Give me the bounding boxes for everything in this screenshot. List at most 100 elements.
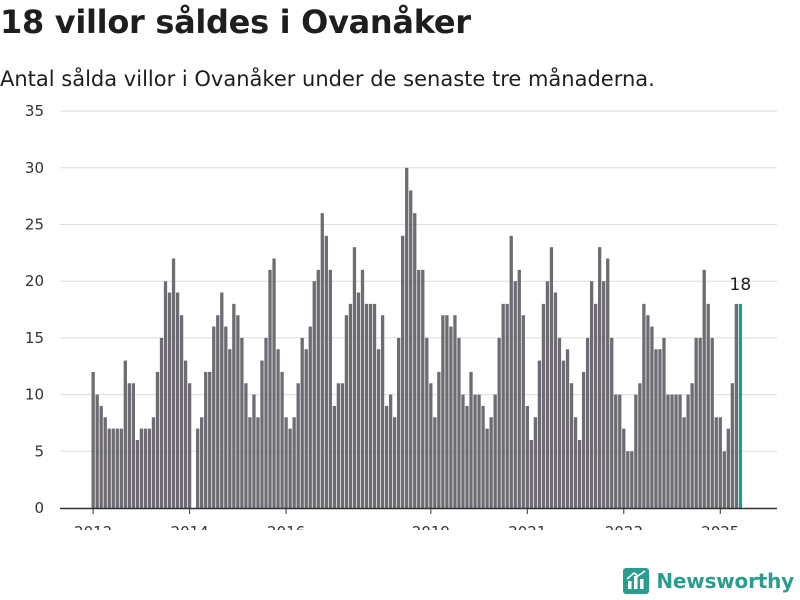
chart-title: 18 villor såldes i Ovanåker bbox=[0, 3, 471, 41]
bar bbox=[690, 383, 694, 508]
bar bbox=[425, 337, 429, 508]
bar bbox=[115, 428, 119, 508]
bar bbox=[111, 428, 115, 508]
bar bbox=[332, 405, 336, 508]
bar bbox=[561, 360, 566, 508]
bar bbox=[316, 269, 320, 508]
bar bbox=[212, 326, 216, 508]
bar bbox=[91, 371, 95, 508]
bar bbox=[324, 235, 328, 508]
bar bbox=[545, 281, 550, 508]
data-labels: 18 bbox=[730, 275, 752, 295]
highlight-data-label: 18 bbox=[730, 275, 752, 295]
bar bbox=[232, 303, 236, 508]
y-tick-label: 0 bbox=[34, 499, 44, 517]
bar bbox=[714, 417, 718, 508]
bar bbox=[477, 394, 481, 508]
bar bbox=[577, 439, 582, 508]
bar bbox=[453, 315, 457, 508]
x-tick-label: 2012 bbox=[74, 523, 112, 530]
x-tick-label: 2023 bbox=[605, 523, 643, 530]
bar bbox=[328, 269, 332, 508]
bar bbox=[730, 383, 734, 508]
bar bbox=[304, 349, 308, 508]
bar bbox=[228, 349, 232, 508]
bar bbox=[187, 383, 192, 508]
bar bbox=[308, 326, 312, 508]
bar bbox=[573, 417, 578, 508]
bar bbox=[143, 428, 148, 508]
x-tick-label: 2014 bbox=[171, 523, 209, 530]
bar bbox=[368, 303, 373, 508]
bar bbox=[292, 417, 296, 508]
bar bbox=[670, 394, 674, 508]
bar bbox=[465, 405, 469, 508]
bar bbox=[216, 315, 220, 508]
bar bbox=[481, 405, 485, 508]
bar bbox=[489, 417, 493, 508]
bar bbox=[409, 190, 413, 508]
bar bbox=[457, 337, 461, 508]
bar bbox=[200, 417, 204, 508]
bar bbox=[421, 269, 425, 508]
bar bbox=[626, 451, 630, 508]
bar bbox=[179, 315, 184, 508]
bar bbox=[589, 281, 594, 508]
x-tick-label: 2016 bbox=[267, 523, 305, 530]
bar bbox=[666, 394, 670, 508]
bar bbox=[726, 428, 730, 508]
bar bbox=[541, 303, 546, 508]
x-tick-label: 2019 bbox=[412, 523, 450, 530]
bar bbox=[525, 405, 529, 508]
x-tick-label: 2021 bbox=[508, 523, 546, 530]
bar bbox=[718, 417, 722, 508]
bar bbox=[461, 394, 465, 508]
bar bbox=[557, 337, 562, 508]
bar bbox=[344, 315, 349, 508]
bar bbox=[722, 451, 726, 508]
bars bbox=[91, 167, 743, 509]
bar bbox=[220, 292, 224, 508]
bar bbox=[264, 337, 268, 508]
bar bbox=[654, 349, 658, 508]
bar bbox=[384, 405, 389, 508]
bar bbox=[171, 258, 176, 508]
bar bbox=[569, 383, 574, 508]
bar bbox=[606, 258, 610, 508]
bar bbox=[284, 417, 288, 508]
bar bbox=[581, 371, 586, 508]
bar bbox=[276, 349, 280, 508]
bar bbox=[469, 371, 473, 508]
bar bbox=[356, 292, 361, 508]
bar bbox=[175, 292, 180, 508]
bar bbox=[630, 451, 634, 508]
bar bbox=[610, 337, 614, 508]
bar bbox=[565, 349, 570, 508]
bar bbox=[208, 371, 212, 508]
bar bbox=[618, 394, 622, 508]
bar bbox=[734, 303, 738, 508]
bar bbox=[441, 315, 445, 508]
bar bbox=[650, 326, 654, 508]
bar bbox=[380, 315, 385, 508]
bar bbox=[710, 337, 714, 508]
bar bbox=[694, 337, 698, 508]
y-tick-label: 35 bbox=[25, 102, 44, 120]
bar bbox=[646, 315, 650, 508]
bar bbox=[537, 360, 542, 508]
bar bbox=[99, 405, 103, 508]
bar bbox=[336, 383, 341, 508]
bar bbox=[372, 303, 377, 508]
y-axis-ticks: 0 5 10 15 20 25 30 35 bbox=[25, 102, 44, 517]
bar bbox=[204, 371, 208, 508]
bar bbox=[95, 394, 99, 508]
bar bbox=[340, 383, 345, 508]
bar bbox=[509, 235, 513, 508]
bar bbox=[614, 394, 618, 508]
y-tick-label: 15 bbox=[25, 329, 44, 347]
bar bbox=[706, 303, 710, 508]
bar bbox=[533, 417, 537, 508]
